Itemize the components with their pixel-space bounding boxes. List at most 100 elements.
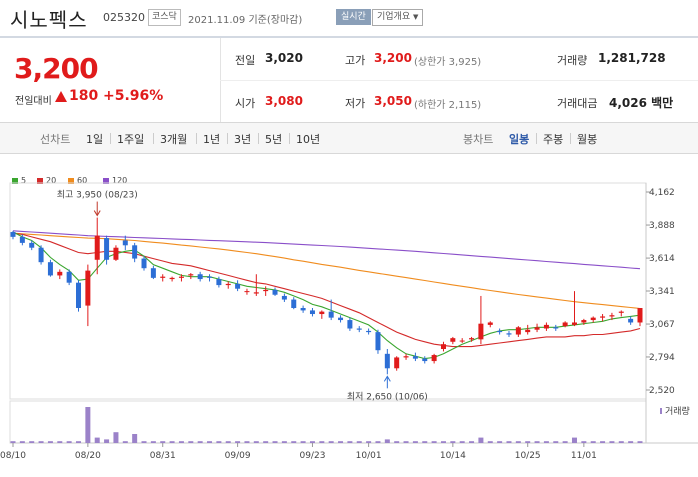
candle-body <box>600 316 606 318</box>
period-1d[interactable]: 1일 <box>86 133 104 146</box>
volume-bar <box>590 441 596 443</box>
volume-bar <box>94 437 100 443</box>
candle-body <box>375 332 381 351</box>
volume-bar <box>403 441 409 443</box>
candle-body <box>609 315 615 317</box>
volume-bar <box>600 441 606 443</box>
period-3m[interactable]: 3개월 <box>160 133 188 146</box>
volume-bar <box>132 434 138 443</box>
period-1w[interactable]: 1주일 <box>117 133 145 146</box>
high-label: 고가 <box>345 54 366 67</box>
volume-bar <box>609 441 615 443</box>
period-5y[interactable]: 5년 <box>265 133 283 146</box>
candle-body <box>319 311 325 315</box>
candle-body <box>29 242 35 248</box>
toolbar-separator <box>570 133 571 144</box>
volume-bar <box>506 441 512 443</box>
volume-bar <box>66 441 72 443</box>
ma120-line <box>12 230 641 270</box>
candle-body <box>197 274 203 280</box>
volume-bar <box>450 441 456 443</box>
candle-body <box>253 292 259 294</box>
legend-ma60-swatch <box>68 178 74 184</box>
candle-body <box>10 232 16 237</box>
period-1y[interactable]: 1년 <box>203 133 221 146</box>
candle-weekly[interactable]: 주봉 <box>543 133 564 146</box>
realtime-button[interactable]: 실시간 <box>336 9 371 25</box>
x-tick-label: 10/14 <box>440 451 466 461</box>
candle-body <box>57 271 63 276</box>
y-tick-label: 3,341 <box>649 287 675 297</box>
volume-bar <box>272 441 278 443</box>
prev-close-value: 3,020 <box>265 51 303 65</box>
price-plot-frame <box>9 182 647 400</box>
candle-body <box>150 268 156 278</box>
x-tick-label: 08/10 <box>0 451 26 461</box>
candle-body <box>291 299 297 309</box>
volume-bar <box>618 441 624 443</box>
header-divider <box>0 36 698 38</box>
candle-body <box>459 340 465 342</box>
lower-limit: (하한가 2,115) <box>414 100 482 111</box>
candle-body <box>300 308 306 311</box>
toolbar-separator <box>153 133 154 144</box>
ma60-line <box>12 232 641 310</box>
candle-body <box>338 317 344 321</box>
candle-body <box>384 353 390 369</box>
high-value: 3,200 <box>374 51 412 65</box>
candle-body <box>571 322 577 325</box>
volume-bar <box>141 441 147 443</box>
candle-body <box>104 238 110 260</box>
candle-body <box>281 295 287 300</box>
volume-bar <box>347 441 353 443</box>
legend-ma60: 60 <box>77 176 88 185</box>
toolbar-separator <box>227 133 228 144</box>
open-value: 3,080 <box>265 94 303 108</box>
volume-bar <box>309 441 315 443</box>
amount-label: 거래대금 <box>557 97 598 110</box>
company-info-dropdown[interactable]: 기업개요 ▼ <box>372 9 424 26</box>
candle-body <box>178 276 184 278</box>
candle-daily[interactable]: 일봉 <box>509 133 530 146</box>
candle-body <box>122 240 128 246</box>
volume-bar <box>178 441 184 443</box>
candle-body <box>497 330 503 333</box>
candle-body <box>272 289 278 295</box>
change-label: 전일대비 <box>15 96 52 107</box>
volume-bar <box>225 441 231 443</box>
toolbar-separator <box>110 133 111 144</box>
volume-bar <box>553 441 559 443</box>
volume-bar <box>581 441 587 443</box>
volume-bar <box>487 441 493 443</box>
candle-body <box>450 338 456 342</box>
volume-bar <box>469 441 475 443</box>
candle-body <box>309 310 315 315</box>
market-badge: 코스닥 <box>148 9 181 26</box>
volume-bar <box>104 439 110 443</box>
up-triangle-icon <box>55 91 67 102</box>
candle-chart-label: 봉차트 <box>463 133 494 146</box>
chart-toolbar <box>0 122 698 154</box>
toolbar-separator <box>258 133 259 144</box>
volume-bar <box>38 441 44 443</box>
volume-value: 1,281,728 <box>598 51 666 65</box>
candle-body <box>525 329 531 333</box>
volume-bar <box>338 441 344 443</box>
candle-body <box>216 279 222 286</box>
volume-bar <box>525 441 531 443</box>
volume-bar <box>19 441 25 443</box>
period-3y[interactable]: 3년 <box>234 133 252 146</box>
candle-body <box>356 328 362 330</box>
x-tick-label: 08/31 <box>150 451 176 461</box>
candle-body <box>506 333 512 335</box>
candle-body <box>263 289 269 292</box>
y-tick-label: 3,888 <box>649 221 675 231</box>
candle-monthly[interactable]: 월봉 <box>577 133 598 146</box>
volume-bar <box>263 441 269 443</box>
candle-body <box>478 323 484 340</box>
y-tick-label: 3,067 <box>649 320 675 330</box>
period-10y[interactable]: 10년 <box>296 133 321 146</box>
volume-bar <box>571 437 577 443</box>
stock-name: 시노펙스 <box>10 8 88 32</box>
